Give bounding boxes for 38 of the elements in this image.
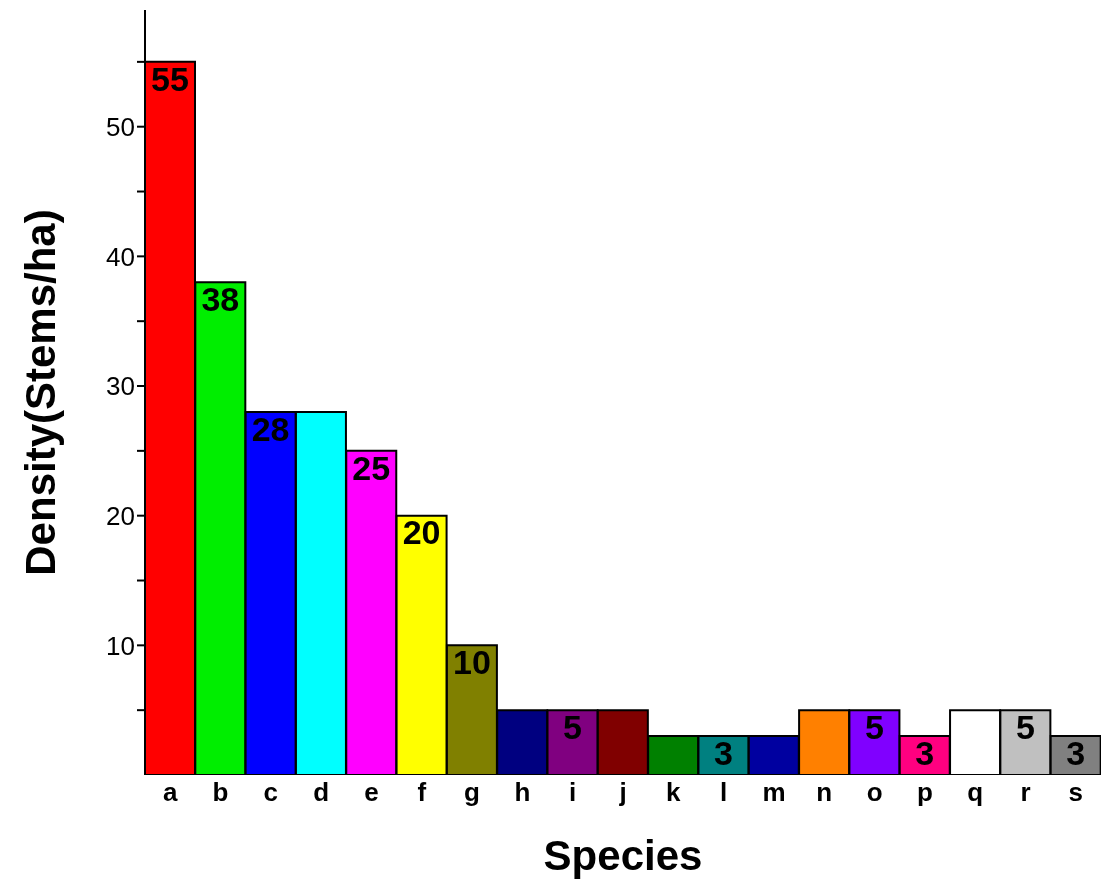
x-tick-label: l (720, 777, 728, 808)
data-label: 3 (915, 733, 935, 772)
x-tick-label: p (916, 777, 933, 808)
data-label: 28 (251, 409, 290, 448)
x-tick-label: m (762, 777, 786, 808)
x-tick-label: h (514, 777, 531, 808)
data-label: 55 (151, 59, 189, 98)
data-label: 5 (1015, 707, 1035, 746)
y-tick-label: 10 (106, 630, 135, 661)
data-label: 25 (352, 448, 391, 487)
x-tick-label: a (162, 777, 178, 808)
x-axis-title: Species (543, 832, 703, 879)
x-tick-label: o (866, 777, 883, 808)
x-tick-label: d (313, 777, 330, 808)
x-tick-label: q (967, 777, 984, 808)
data-label: 5 (864, 707, 884, 746)
data-label: 3 (1066, 733, 1086, 772)
data-label: 38 (201, 280, 240, 319)
y-axis-title: Density(Stems/ha) (16, 209, 64, 576)
x-tick-label: k (666, 777, 682, 808)
data-label: 10 (452, 643, 491, 682)
data-label: 3 (714, 733, 733, 772)
y-tick-label: 30 (106, 371, 135, 402)
x-tick-label: e (364, 777, 379, 808)
data-label: 5 (563, 707, 582, 746)
x-tick-label: b (212, 777, 229, 808)
x-tick-label: g (464, 777, 480, 808)
data-label: 20 (402, 513, 441, 552)
y-tick-label: 40 (106, 241, 135, 272)
y-tick-label: 50 (106, 111, 135, 142)
x-tick-label: r (1020, 777, 1031, 808)
x-tick-label: i (569, 777, 577, 808)
x-tick-label: c (263, 777, 279, 808)
x-tick-label: n (816, 777, 833, 808)
y-tick-label: 20 (106, 500, 135, 531)
x-tick-label: f (417, 777, 427, 808)
x-tick-label: j (618, 777, 627, 808)
x-tick-label: s (1068, 777, 1084, 808)
